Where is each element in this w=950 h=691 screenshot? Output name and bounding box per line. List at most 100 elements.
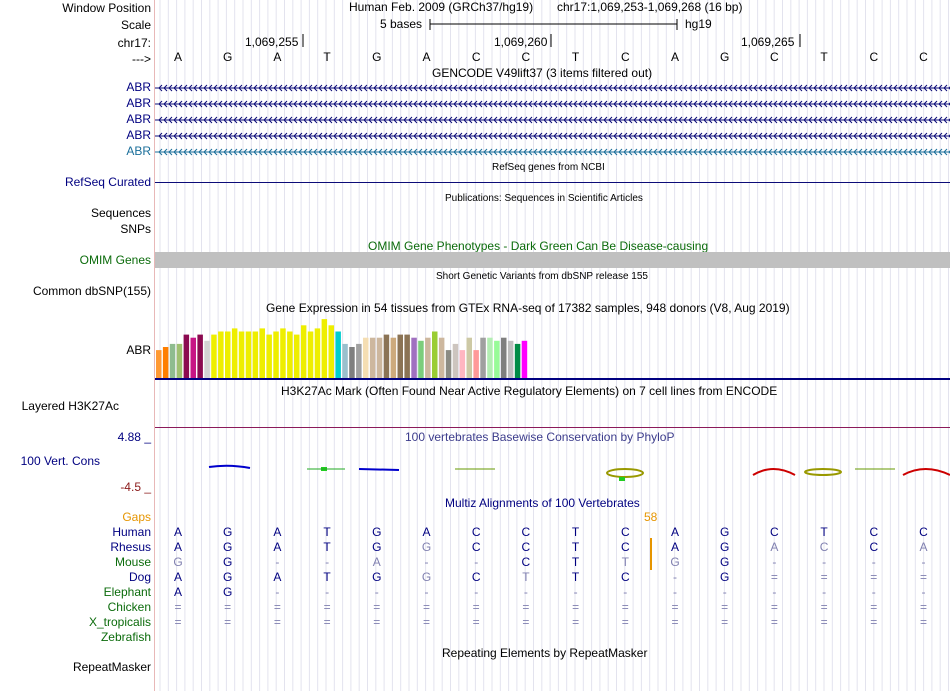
gtex-tissue-bar[interactable] [294, 334, 300, 378]
gtex-tissue-bar[interactable] [363, 337, 369, 378]
snps-label[interactable]: SNPs [120, 222, 151, 236]
omim-gene-bar[interactable] [155, 252, 950, 268]
gtex-tissue-bar[interactable] [452, 343, 459, 378]
gtex-tissue-bar[interactable] [273, 331, 279, 379]
strand-arrow-icon [793, 148, 798, 156]
gtex-tissue-bar[interactable] [418, 340, 424, 378]
gtex-tissue-bar[interactable] [183, 334, 190, 378]
gtex-tissue-bar[interactable] [231, 328, 238, 378]
strand-arrow-icon [813, 100, 818, 108]
gtex-tissue-bar[interactable] [321, 319, 328, 378]
gtex-tissue-bar[interactable] [383, 334, 390, 378]
gtex-tissue-bar[interactable] [169, 343, 176, 378]
refseq-transcript-line[interactable] [155, 182, 950, 183]
gtex-tissue-bar[interactable] [459, 350, 466, 378]
gtex-tissue-bar[interactable] [162, 347, 169, 378]
column-divider[interactable] [154, 0, 155, 691]
gtex-track-title[interactable]: Gene Expression in 54 tissues from GTEx … [266, 301, 790, 315]
strand-arrow-icon [633, 132, 638, 140]
phylop-conservation-plot[interactable] [155, 455, 950, 485]
gencode-track-title[interactable]: GENCODE V49lift37 (3 items filtered out) [432, 66, 653, 80]
strand-arrow-icon [693, 100, 698, 108]
gtex-tissue-bar[interactable] [356, 343, 362, 378]
omim-genes-label[interactable]: OMIM Genes [79, 253, 151, 267]
gtex-tissue-bar[interactable] [487, 337, 493, 378]
strand-arrow-icon [458, 84, 463, 92]
gtex-tissue-bar[interactable] [176, 343, 183, 378]
genome-browser-tracks[interactable]: Human Feb. 2009 (GRCh37/hg19) chr17:1,06… [155, 0, 950, 691]
gtex-tissue-bar[interactable] [252, 331, 259, 379]
gencode-gene-label[interactable]: ABR [126, 80, 151, 94]
gtex-tissue-bar[interactable] [225, 331, 231, 379]
gtex-tissue-bar[interactable] [307, 331, 314, 379]
strand-arrow-icon [263, 132, 268, 140]
gtex-tissue-bar[interactable] [494, 340, 500, 378]
strand-arrow-icon [188, 116, 193, 124]
omim-track-title[interactable]: OMIM Gene Phenotypes - Dark Green Can Be… [368, 239, 709, 253]
gtex-tissue-bar[interactable] [507, 340, 514, 378]
sequences-label[interactable]: Sequences [90, 206, 151, 220]
gtex-tissue-bar[interactable] [432, 331, 438, 379]
strand-arrow-icon [483, 116, 488, 124]
refseq-track-title[interactable]: RefSeq genes from NCBI [492, 162, 605, 173]
gencode-gene-label[interactable]: ABR [126, 128, 151, 142]
multiz-track-title[interactable]: Multiz Alignments of 100 Vertebrates [445, 496, 640, 510]
gtex-tissue-bar[interactable] [156, 350, 162, 378]
gtex-tissue-bar[interactable] [204, 340, 210, 378]
gtex-tissue-bar[interactable] [197, 334, 203, 378]
repeatmasker-label[interactable]: RepeatMasker [72, 660, 151, 674]
gtex-tissue-bar[interactable] [300, 325, 307, 378]
gencode-gene-label[interactable]: ABR [126, 144, 151, 158]
layered-h3k27ac-label[interactable]: Layered H3K27Ac [21, 399, 119, 413]
gtex-tissue-bar[interactable] [369, 337, 376, 378]
gtex-tissue-bar[interactable] [280, 328, 286, 378]
gtex-tissue-bar[interactable] [335, 331, 341, 379]
gencode-transcripts[interactable] [155, 80, 950, 160]
gtex-tissue-bar[interactable] [514, 343, 521, 378]
gtex-tissue-bar[interactable] [245, 331, 252, 379]
gtex-tissue-bar[interactable] [411, 337, 417, 378]
gtex-tissue-bar[interactable] [314, 328, 321, 378]
gtex-tissue-bar[interactable] [480, 337, 486, 378]
repeatmasker-track-title[interactable]: Repeating Elements by RepeatMasker [442, 646, 648, 660]
strand-arrow-icon [423, 84, 428, 92]
refseq-curated-label[interactable]: RefSeq Curated [64, 175, 151, 189]
gtex-tissue-bar[interactable] [266, 334, 272, 378]
gtex-tissue-bar[interactable] [466, 337, 473, 378]
gtex-tissue-bar[interactable] [349, 347, 355, 378]
gtex-tissue-bar[interactable] [521, 340, 528, 378]
gtex-tissue-bar[interactable] [397, 334, 404, 378]
strand-arrow-icon [843, 132, 848, 140]
gtex-tissue-bar[interactable] [342, 343, 348, 378]
strand-arrow-icon [223, 84, 228, 92]
gtex-bar-chart[interactable] [155, 314, 950, 382]
gtex-tissue-bar[interactable] [390, 337, 397, 378]
gencode-gene-label[interactable]: ABR [126, 96, 151, 110]
gtex-tissue-bar[interactable] [473, 350, 479, 378]
gtex-tissue-bar[interactable] [218, 331, 224, 379]
h3k27ac-track-title[interactable]: H3K27Ac Mark (Often Found Near Active Re… [281, 384, 778, 398]
phylop-track-label[interactable]: 100 Vert. Cons [20, 454, 100, 468]
gtex-tissue-bar[interactable] [238, 331, 245, 379]
gtex-tissue-bar[interactable] [328, 325, 335, 378]
gtex-tissue-bar[interactable] [404, 334, 410, 378]
gtex-tissue-bar[interactable] [190, 337, 197, 378]
gtex-tissue-bar[interactable] [287, 331, 293, 379]
common-dbsnp-label[interactable]: Common dbSNP(155) [32, 284, 151, 298]
gtex-tissue-bar[interactable] [259, 328, 266, 378]
gtex-tissue-bar[interactable] [425, 337, 431, 378]
dbsnp-track-title[interactable]: Short Genetic Variants from dbSNP releas… [436, 271, 648, 282]
species-label-zebrafish: Zebrafish [100, 630, 151, 644]
gencode-gene-label[interactable]: ABR [126, 112, 151, 126]
strand-arrow-icon [178, 148, 183, 156]
gtex-gene-label[interactable]: ABR [126, 343, 151, 357]
gtex-tissue-bar[interactable] [501, 337, 507, 378]
phylop-track-title[interactable]: 100 vertebrates Basewise Conservation by… [405, 430, 675, 444]
publications-track-title[interactable]: Publications: Sequences in Scientific Ar… [445, 193, 643, 204]
strand-arrow-icon [818, 100, 823, 108]
gtex-tissue-bar[interactable] [438, 337, 445, 378]
gtex-tissue-bar[interactable] [376, 337, 383, 378]
strand-arrow-icon [938, 100, 943, 108]
gtex-tissue-bar[interactable] [211, 334, 217, 378]
gtex-tissue-bar[interactable] [445, 350, 452, 378]
